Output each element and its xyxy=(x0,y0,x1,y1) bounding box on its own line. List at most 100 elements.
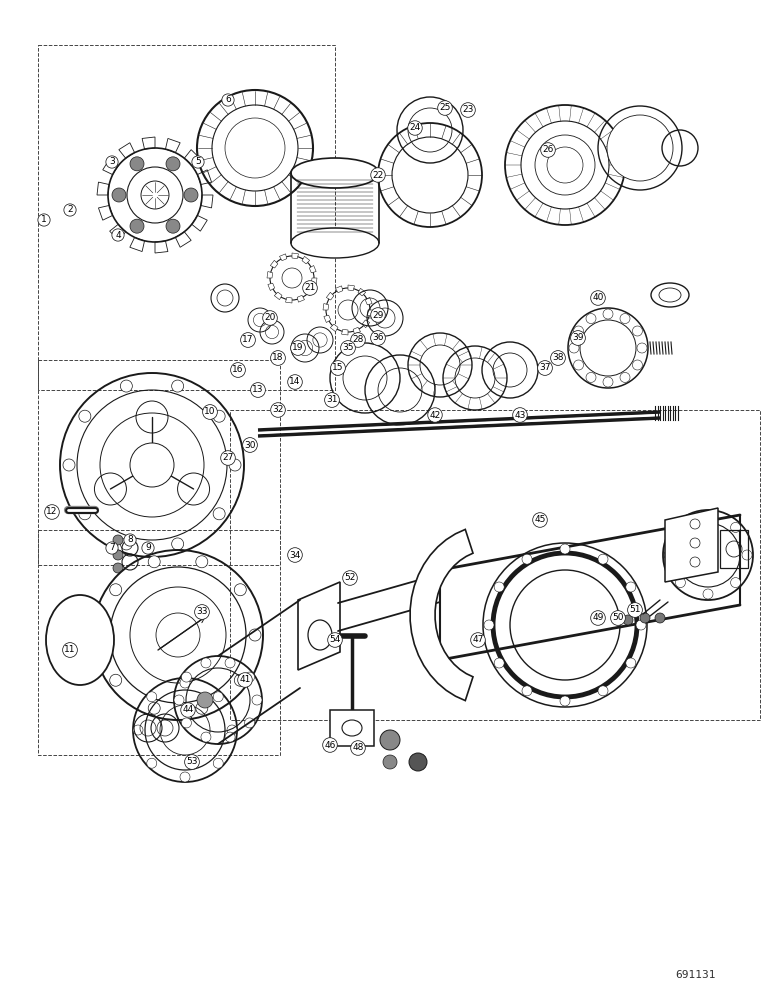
Polygon shape xyxy=(191,215,207,231)
Circle shape xyxy=(130,443,174,487)
Text: 5: 5 xyxy=(195,157,201,166)
Polygon shape xyxy=(142,137,155,149)
Polygon shape xyxy=(292,253,299,259)
Circle shape xyxy=(201,732,211,742)
Ellipse shape xyxy=(291,228,379,258)
Circle shape xyxy=(632,326,642,336)
Circle shape xyxy=(180,678,190,688)
Bar xyxy=(38,530,280,755)
Circle shape xyxy=(181,672,191,682)
Polygon shape xyxy=(270,260,278,268)
Polygon shape xyxy=(185,150,201,166)
Circle shape xyxy=(730,522,740,532)
Polygon shape xyxy=(367,310,373,316)
Text: 32: 32 xyxy=(273,406,283,414)
Text: 44: 44 xyxy=(182,706,194,714)
Circle shape xyxy=(133,725,143,735)
Text: 36: 36 xyxy=(372,334,384,342)
Text: 28: 28 xyxy=(352,336,364,344)
Circle shape xyxy=(494,658,504,668)
Text: 1: 1 xyxy=(41,216,47,225)
Circle shape xyxy=(623,615,633,625)
Polygon shape xyxy=(268,283,275,290)
Bar xyxy=(720,530,748,568)
Circle shape xyxy=(79,508,91,520)
Circle shape xyxy=(690,519,700,529)
Circle shape xyxy=(196,556,208,568)
Polygon shape xyxy=(298,582,340,670)
Text: 43: 43 xyxy=(514,410,526,420)
Circle shape xyxy=(213,508,225,520)
Polygon shape xyxy=(410,529,473,701)
Ellipse shape xyxy=(659,288,681,302)
Text: 25: 25 xyxy=(439,104,451,112)
Circle shape xyxy=(409,753,427,771)
Text: 48: 48 xyxy=(352,744,364,752)
Text: 20: 20 xyxy=(264,314,276,322)
Ellipse shape xyxy=(651,283,689,307)
Text: 34: 34 xyxy=(290,550,300,560)
Circle shape xyxy=(95,629,107,641)
Polygon shape xyxy=(353,327,361,334)
Polygon shape xyxy=(198,170,212,185)
Text: 33: 33 xyxy=(196,607,208,616)
Text: 38: 38 xyxy=(552,354,564,362)
Polygon shape xyxy=(267,272,273,278)
Circle shape xyxy=(113,550,123,560)
Circle shape xyxy=(620,314,630,324)
Text: 50: 50 xyxy=(612,613,624,622)
Circle shape xyxy=(690,557,700,567)
Circle shape xyxy=(383,755,397,769)
Circle shape xyxy=(522,554,532,564)
Ellipse shape xyxy=(308,620,332,650)
Circle shape xyxy=(620,372,630,382)
Circle shape xyxy=(252,695,262,705)
Text: 49: 49 xyxy=(592,613,604,622)
Circle shape xyxy=(110,584,122,596)
Circle shape xyxy=(637,343,647,353)
Text: 3: 3 xyxy=(109,157,115,166)
Circle shape xyxy=(166,157,180,171)
Circle shape xyxy=(703,511,713,521)
Text: 53: 53 xyxy=(186,758,198,766)
Polygon shape xyxy=(341,329,348,335)
Ellipse shape xyxy=(342,720,362,736)
Text: 18: 18 xyxy=(273,354,284,362)
Circle shape xyxy=(213,692,223,702)
Text: 23: 23 xyxy=(462,105,474,114)
Circle shape xyxy=(586,372,596,382)
Text: 42: 42 xyxy=(429,410,441,420)
Circle shape xyxy=(171,380,184,392)
Polygon shape xyxy=(362,320,370,328)
Circle shape xyxy=(225,658,235,668)
Text: 27: 27 xyxy=(222,454,234,462)
Circle shape xyxy=(234,674,246,686)
Polygon shape xyxy=(201,195,213,208)
Text: 19: 19 xyxy=(293,344,303,353)
Text: 2: 2 xyxy=(67,206,73,215)
Circle shape xyxy=(574,360,584,370)
Circle shape xyxy=(141,181,169,209)
Text: 39: 39 xyxy=(572,334,584,342)
Circle shape xyxy=(147,692,157,702)
Polygon shape xyxy=(311,278,317,284)
Circle shape xyxy=(166,219,180,233)
Text: 31: 31 xyxy=(327,395,338,404)
Circle shape xyxy=(234,584,246,596)
Text: 16: 16 xyxy=(232,365,244,374)
Bar xyxy=(330,710,374,746)
Circle shape xyxy=(225,732,235,742)
Circle shape xyxy=(245,672,255,682)
Polygon shape xyxy=(665,508,718,582)
Bar xyxy=(38,45,335,390)
Text: 8: 8 xyxy=(127,536,133,544)
Circle shape xyxy=(110,674,122,686)
Circle shape xyxy=(130,157,144,171)
Polygon shape xyxy=(297,295,304,302)
Bar xyxy=(230,410,760,720)
Circle shape xyxy=(560,544,570,554)
Circle shape xyxy=(603,377,613,387)
Text: 54: 54 xyxy=(330,636,340,645)
Circle shape xyxy=(201,658,211,668)
Text: 13: 13 xyxy=(252,385,264,394)
